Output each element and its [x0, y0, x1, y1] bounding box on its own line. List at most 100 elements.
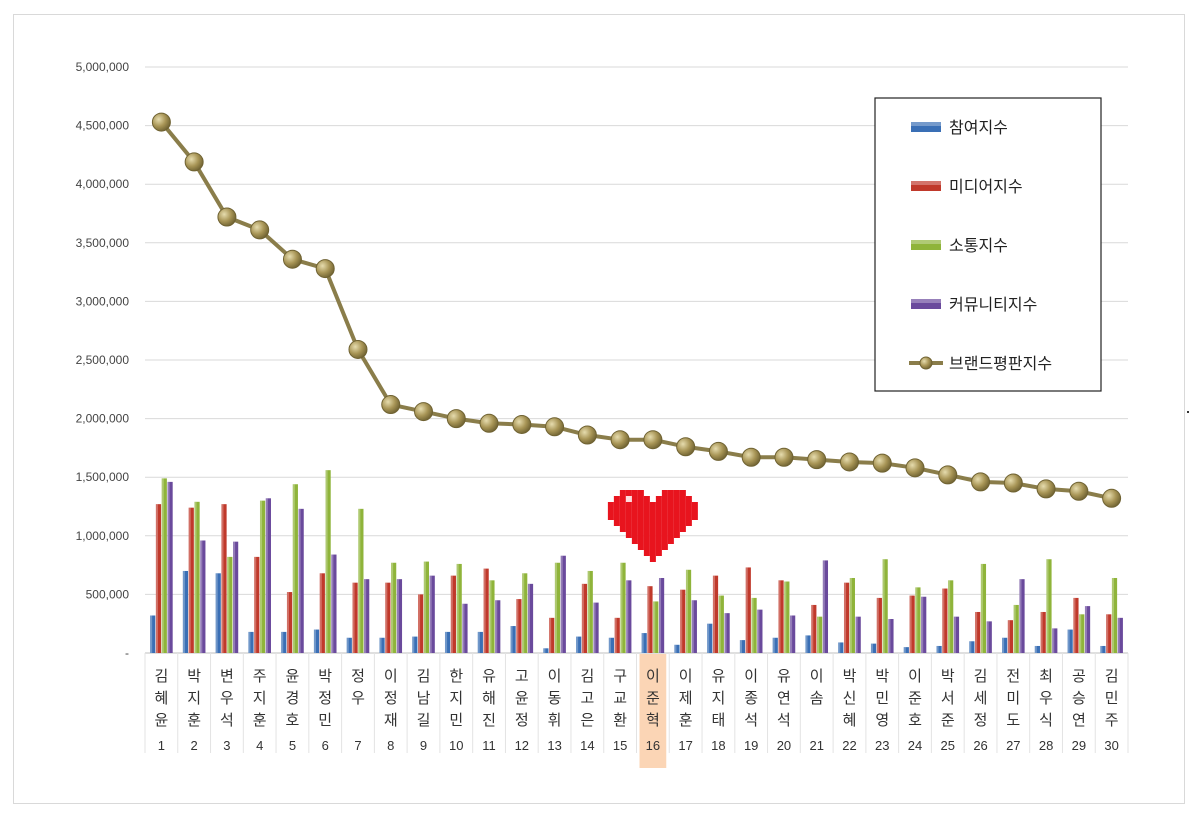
bar-highlight [1019, 579, 1022, 653]
category-label-char: 도 [1006, 711, 1020, 729]
y-tick-label: 5,000,000 [76, 60, 130, 74]
legend-swatch-shine [911, 240, 941, 244]
category-label-char: 혜 [154, 689, 168, 707]
bar-highlight [876, 597, 879, 653]
heart-pixel [667, 490, 674, 496]
bar-4 [921, 596, 927, 653]
bar-2 [1007, 620, 1014, 653]
heart-pixel [643, 538, 650, 544]
bar-1 [674, 644, 680, 653]
bar-highlight [805, 635, 808, 653]
bar-1 [444, 631, 451, 653]
heart-pixel [625, 508, 632, 514]
bar-4 [626, 580, 632, 653]
heart-pixel [655, 520, 662, 526]
heart-pixel [655, 508, 662, 514]
heart-pixel [643, 544, 650, 550]
bar-highlight [838, 642, 841, 653]
bar-1 [838, 642, 844, 653]
y-tick-label: - [125, 646, 129, 660]
heart-pixel [649, 520, 656, 526]
bar-highlight [658, 577, 662, 653]
heart-pixel [667, 520, 674, 526]
heart-pixel [655, 496, 662, 502]
bar-4 [1084, 606, 1091, 653]
bar-highlight [155, 504, 158, 653]
category-label-char: 전 [1006, 667, 1020, 685]
heart-pixel [661, 544, 668, 550]
bar-2 [712, 575, 719, 653]
heart-pixel [637, 502, 644, 508]
bar-highlight [969, 641, 972, 653]
y-tick-label: 2,000,000 [76, 412, 130, 426]
bar-4 [855, 616, 861, 653]
heart-pixel [655, 550, 662, 556]
rank-label: 14 [580, 738, 594, 753]
category-label-char: 고 [580, 689, 594, 707]
bar-2 [483, 568, 489, 653]
category-label-char: 미 [1006, 689, 1020, 707]
bar-highlight [194, 501, 197, 653]
bar-highlight [870, 643, 874, 653]
bar-2 [680, 589, 686, 653]
legend-swatch [911, 299, 941, 309]
bar-4 [1019, 579, 1025, 653]
bar-highlight [685, 569, 689, 653]
heart-pixel [667, 526, 674, 532]
bar-3 [849, 577, 855, 653]
legend-marker [919, 356, 933, 370]
bar-2 [876, 597, 882, 653]
rank-label: 26 [973, 738, 987, 753]
bar-2 [843, 582, 850, 653]
rank-label: 25 [941, 738, 955, 753]
bar-4 [1117, 617, 1123, 653]
bar-1 [543, 648, 549, 653]
bar-4 [200, 540, 206, 653]
heart-pixel [637, 526, 644, 532]
legend-label: 미디어지수 [949, 177, 1023, 196]
heart-pixel [607, 514, 614, 520]
heart-pixel [673, 514, 680, 520]
bar-highlight [462, 603, 465, 653]
bar-highlight [292, 484, 295, 653]
category-label-char: 김 [1105, 667, 1119, 685]
heart-pixel [619, 526, 626, 532]
category-label-char: 유 [777, 667, 791, 685]
bar-3 [194, 501, 200, 653]
category-label-char: 고 [515, 667, 529, 685]
bar-highlight [331, 554, 334, 653]
line-point [512, 414, 532, 434]
bar-highlight [554, 562, 557, 653]
heart-pixel [637, 490, 644, 496]
category-label-char: 유 [712, 667, 726, 685]
heart-pixel [655, 538, 662, 544]
heart-pixel [679, 526, 686, 532]
bar-3 [784, 581, 790, 653]
line-point [446, 409, 466, 429]
line-point [741, 447, 761, 467]
heart-pixel [631, 496, 638, 502]
bar-2 [450, 575, 456, 653]
category-label-char: 윤 [286, 667, 300, 685]
bar-highlight [560, 555, 563, 653]
line-point [414, 402, 434, 422]
heart-pixel [661, 538, 668, 544]
category-label-char: 길 [417, 711, 431, 729]
heart-pixel [637, 532, 644, 538]
heart-pixel [661, 490, 668, 496]
category-label-char: 승 [1072, 689, 1086, 707]
heart-pixel [649, 550, 656, 556]
heart-pixel [643, 496, 650, 502]
heart-pixel [649, 526, 656, 532]
heart-pixel [619, 496, 626, 502]
heart-pixel [649, 514, 656, 520]
heart-pixel [607, 502, 614, 508]
bar-highlight [221, 504, 224, 653]
bar-highlight [1067, 629, 1070, 653]
bar-highlight [641, 633, 644, 653]
heart-pixel [661, 532, 668, 538]
category-label-char: 서 [941, 689, 955, 707]
bar-highlight [358, 508, 361, 653]
heart-pixel [691, 502, 698, 508]
category-label-char: 제 [679, 689, 693, 707]
